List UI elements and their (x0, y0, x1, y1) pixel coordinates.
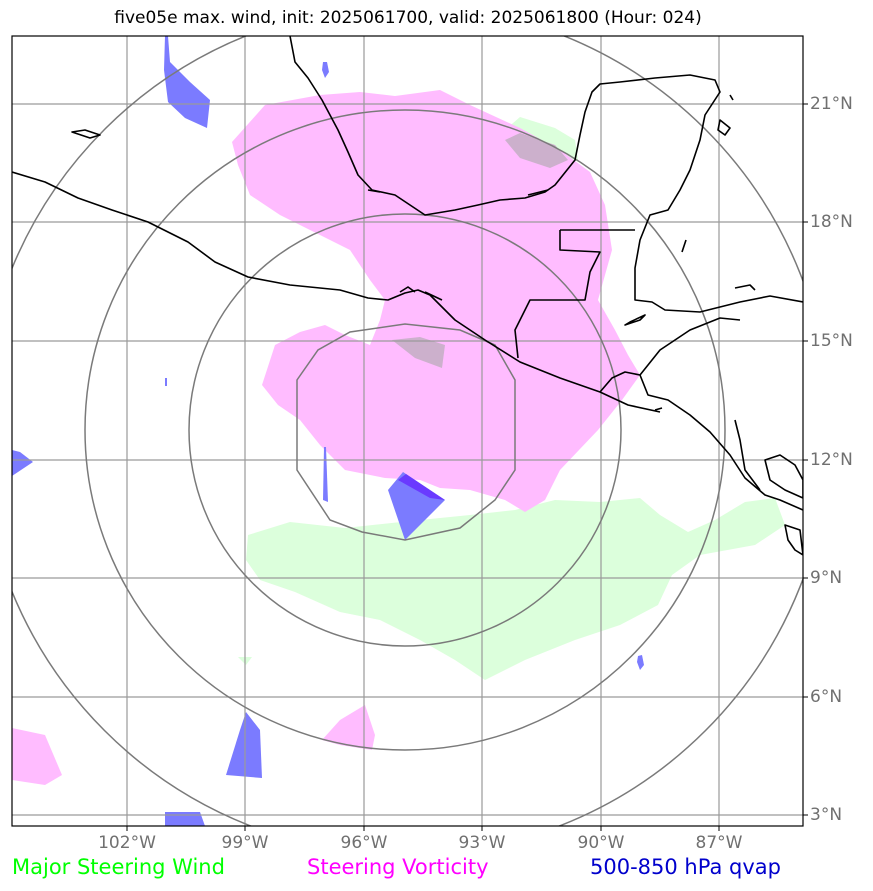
range-rings (12, 36, 803, 826)
pacific-coastline (12, 171, 661, 413)
qvap-areas (12, 36, 644, 826)
nicaragua-coast (734, 419, 761, 491)
lat-label-9n: 9°N (810, 568, 843, 588)
legend-qvap: 500-850 hPa qvap (590, 855, 781, 879)
steering-vorticity-areas (12, 90, 640, 785)
legend-major-steering-wind: Major Steering Wind (12, 855, 225, 879)
map-title: five05e max. wind, init: 2025061700, val… (114, 8, 702, 28)
island-cuba (717, 119, 731, 136)
qvap-area-sw (226, 712, 262, 778)
island-west (71, 129, 101, 139)
lat-label-21n: 21°N (810, 94, 853, 114)
qvap-area-nw (164, 36, 210, 128)
gulf-coastline (289, 36, 803, 313)
tick-marks (126, 103, 808, 831)
lat-label-3n: 3°N (810, 805, 843, 825)
lon-label-99w: 99°W (221, 833, 269, 853)
map-frame (11, 35, 804, 827)
overlap-areas (392, 133, 568, 368)
qvap-area-west (12, 450, 33, 476)
lon-label-90w: 90°W (577, 833, 625, 853)
legend-steering-vorticity: Steering Vorticity (307, 855, 489, 879)
qvap-area-center (388, 472, 445, 540)
lon-label-87w: 87°W (695, 833, 743, 853)
coastlines-and-borders (12, 36, 803, 556)
vorticity-area-sw (322, 705, 375, 750)
graticule (12, 36, 803, 826)
central-america-coast (599, 371, 803, 511)
lon-label-102w: 102°W (98, 833, 156, 853)
lat-label-6n: 6°N (810, 687, 843, 707)
lat-label-12n: 12°N (810, 450, 853, 470)
honduras-border (639, 317, 741, 376)
wind-area-main (246, 498, 785, 680)
guatemala-border (514, 230, 601, 359)
qvap-area-thin (323, 447, 328, 502)
lon-label-96w: 96°W (340, 833, 388, 853)
lon-label-93w: 93°W (458, 833, 506, 853)
vorticity-area-far-sw (12, 728, 62, 785)
lat-label-18n: 18°N (810, 212, 853, 232)
lat-label-15n: 15°N (810, 331, 853, 351)
